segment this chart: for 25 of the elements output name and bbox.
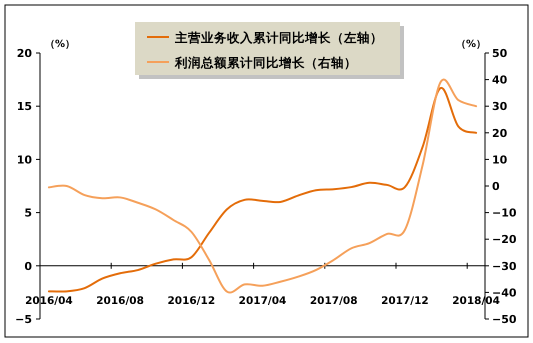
y2-tick-label: 0 xyxy=(492,180,500,193)
x-tick-label: 2016/12 xyxy=(167,294,216,307)
y-tick-label: 5 xyxy=(24,206,32,220)
legend-label: 利润总额累计同比增长（右轴） xyxy=(174,55,357,70)
y2-tick-label: 10 xyxy=(492,153,508,166)
y2-tick-label: −20 xyxy=(492,233,517,246)
y-axis-title: （%） xyxy=(44,39,76,50)
y-tick-label: 0 xyxy=(24,260,32,273)
legend-label: 主营业务收入累计同比增长（左轴） xyxy=(174,30,383,45)
y-tick-label: 15 xyxy=(16,100,32,114)
y2-tick-label: −30 xyxy=(492,260,517,273)
y2-tick-label: 20 xyxy=(492,126,508,140)
y-tick-label: 20 xyxy=(16,47,32,60)
x-tick-label: 2017/08 xyxy=(310,294,358,307)
y2-tick-label: −10 xyxy=(492,206,517,220)
x-tick-label: 2017/12 xyxy=(381,294,429,307)
y-tick-label: −5 xyxy=(15,313,32,326)
y2-tick-label: 30 xyxy=(492,100,508,114)
y2-axis-title: （%） xyxy=(456,39,486,50)
y2-tick-label: −50 xyxy=(492,313,517,326)
y-tick-label: 10 xyxy=(16,153,32,166)
y2-tick-label: 50 xyxy=(492,47,508,60)
y2-tick-label: 40 xyxy=(492,74,508,87)
x-tick-label: 2016/08 xyxy=(96,294,144,307)
x-tick-label: 2017/04 xyxy=(238,294,286,307)
